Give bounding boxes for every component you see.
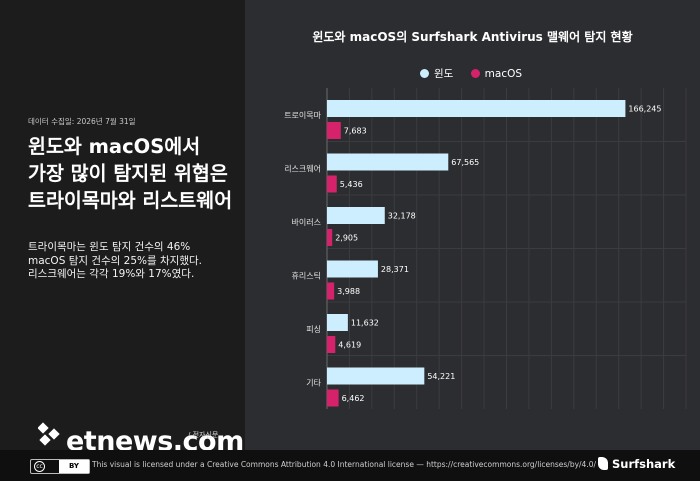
- cc-icon: cc: [34, 461, 45, 472]
- surfshark-icon: [598, 457, 608, 470]
- chart-panel: 윈도와 macOS의 Surfshark Antivirus 맬웨어 탐지 현황…: [245, 0, 700, 450]
- bar-windows: [327, 314, 348, 331]
- data-label: 2,905: [335, 234, 358, 243]
- license-text: This visual is licensed under a Creative…: [92, 460, 597, 469]
- left-panel: 데이터 수집일: 2026년 7월 31일 윈도와 macOS에서 가장 많이 …: [0, 0, 245, 457]
- category-label: 기타: [306, 378, 321, 387]
- category-label: 트로이목마: [284, 110, 321, 120]
- data-label: 54,221: [427, 372, 455, 381]
- category-label: 피싱: [306, 324, 321, 334]
- legend-swatch-macos: [470, 69, 480, 78]
- data-label: 6,462: [342, 394, 365, 403]
- headline-line: 가장 많이 탐지된 위협은: [28, 162, 228, 185]
- bar-macos: [327, 336, 336, 353]
- bar-windows: [327, 367, 425, 385]
- headline-line: 윈도와 macOS에서: [28, 135, 201, 158]
- chart-title: 윈도와 macOS의 Surfshark Antivirus 맬웨어 탐지 현황: [312, 30, 633, 44]
- bar-windows: [327, 260, 378, 278]
- data-date: 데이터 수집일: 2026년 7월 31일: [28, 117, 136, 126]
- data-label: 28,371: [381, 265, 409, 274]
- data-label: 4,619: [338, 341, 361, 350]
- data-label: 32,178: [388, 212, 416, 221]
- category-label: 휴리스틱: [292, 270, 321, 280]
- legend-item-windows: 윈도: [420, 66, 453, 81]
- legend-swatch-windows: [420, 69, 429, 78]
- summary-text: 트라이목마는 윈도 탐지 건수의 46% macOS 탐지 건수의 25%를 차…: [28, 241, 202, 282]
- data-label: 5,436: [340, 180, 363, 189]
- bar-macos: [327, 229, 333, 246]
- data-label: 7,683: [344, 127, 367, 136]
- logo-subtitle: / 전자신문: [188, 431, 219, 439]
- bar-macos: [327, 389, 339, 407]
- data-label: 3,988: [337, 287, 360, 296]
- legend-label-windows: 윈도: [434, 68, 454, 80]
- footer: cc BY This visual is licensed under a Cr…: [0, 450, 700, 481]
- bar-chart: 트로이목마 166,245 7,683 리스크웨어 67,565 5,436 바이러스 32,…: [284, 88, 687, 409]
- surfshark-logo: Surfshark: [598, 457, 675, 471]
- chart-legend: 윈도 macOS: [420, 66, 536, 81]
- category-label: 리스크웨어: [284, 163, 321, 173]
- headline: 윈도와 macOS에서 가장 많이 탐지된 위협은 트라이목마와 리스트웨어: [28, 133, 232, 214]
- surfshark-brand: Surfshark: [612, 457, 676, 471]
- bar-macos: [327, 175, 337, 193]
- logo-mark-icon: [38, 422, 60, 446]
- cc-license-badge[interactable]: cc BY: [30, 459, 90, 474]
- bar-windows: [327, 153, 449, 171]
- bar-windows: [327, 207, 385, 224]
- by-icon: BY: [59, 460, 89, 473]
- data-label: 11,632: [351, 319, 379, 328]
- data-label: 67,565: [451, 158, 479, 167]
- data-label: 166,245: [628, 105, 661, 114]
- bar-windows: [327, 100, 626, 117]
- category-label: 바이러스: [292, 217, 321, 227]
- summary-line: 리스크웨어는 각각 19%와 17%였다.: [28, 268, 195, 280]
- headline-line: 트라이목마와 리스트웨어: [28, 189, 233, 212]
- summary-line: macOS 탐지 건수의 25%를 차지했다.: [28, 254, 202, 267]
- bar-macos: [327, 122, 341, 139]
- summary-line: 트라이목마는 윈도 탐지 건수의 46%: [28, 241, 191, 253]
- legend-label-macos: macOS: [484, 68, 523, 80]
- legend-item-macos: macOS: [470, 68, 523, 80]
- bar-macos: [327, 282, 335, 300]
